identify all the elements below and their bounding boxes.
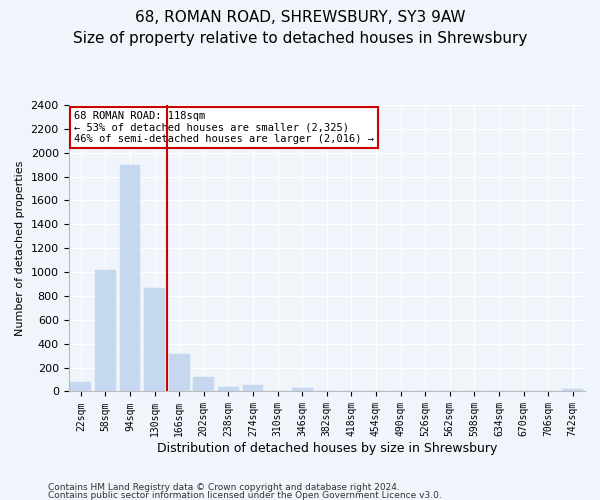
Bar bbox=[193, 377, 214, 392]
Bar bbox=[267, 391, 288, 392]
Bar bbox=[390, 391, 411, 392]
Bar bbox=[242, 385, 263, 392]
Bar bbox=[292, 388, 313, 392]
Bar bbox=[218, 386, 239, 392]
Bar bbox=[169, 354, 190, 392]
Bar bbox=[144, 288, 165, 392]
Bar bbox=[538, 391, 559, 392]
Bar bbox=[365, 391, 386, 392]
X-axis label: Distribution of detached houses by size in Shrewsbury: Distribution of detached houses by size … bbox=[157, 442, 497, 455]
Text: 68 ROMAN ROAD: 118sqm
← 53% of detached houses are smaller (2,325)
46% of semi-d: 68 ROMAN ROAD: 118sqm ← 53% of detached … bbox=[74, 110, 374, 144]
Bar bbox=[415, 391, 436, 392]
Bar bbox=[562, 389, 583, 392]
Bar bbox=[119, 164, 140, 392]
Bar bbox=[439, 391, 460, 392]
Bar bbox=[488, 391, 509, 392]
Bar bbox=[513, 391, 534, 392]
Bar bbox=[316, 391, 337, 392]
Bar bbox=[464, 391, 485, 392]
Text: Contains public sector information licensed under the Open Government Licence v3: Contains public sector information licen… bbox=[48, 490, 442, 500]
Bar bbox=[70, 382, 91, 392]
Text: Contains HM Land Registry data © Crown copyright and database right 2024.: Contains HM Land Registry data © Crown c… bbox=[48, 483, 400, 492]
Y-axis label: Number of detached properties: Number of detached properties bbox=[15, 160, 25, 336]
Bar bbox=[95, 270, 116, 392]
Bar bbox=[341, 391, 362, 392]
Text: 68, ROMAN ROAD, SHREWSBURY, SY3 9AW
Size of property relative to detached houses: 68, ROMAN ROAD, SHREWSBURY, SY3 9AW Size… bbox=[73, 10, 527, 46]
